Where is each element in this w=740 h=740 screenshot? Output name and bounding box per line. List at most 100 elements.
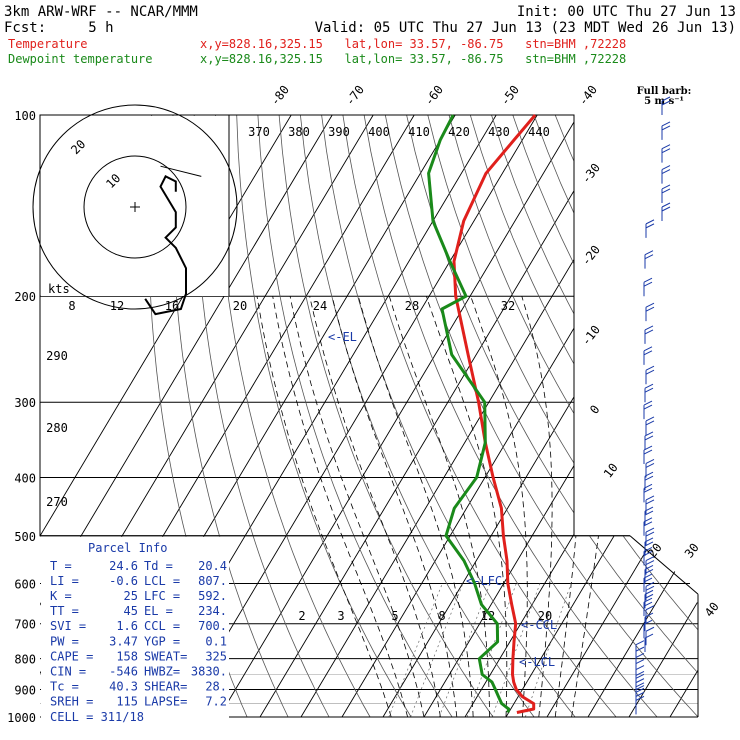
parcel-info-value: 700.: [198, 619, 227, 633]
parcel-info-background: [41, 536, 229, 732]
parcel-info-label: PW =: [50, 634, 79, 648]
wind-barb-flag: [635, 665, 645, 671]
wind-barb: [661, 96, 671, 115]
dewpoint-legend-info: x,y=828.16,325.15 lat,lon= 33.57, -86.75…: [200, 52, 626, 66]
parcel-info-value: 20.4: [198, 559, 227, 573]
parcel-info-value: 3.47: [109, 634, 138, 648]
moist-adiabat-line: [309, 296, 441, 717]
isotherm-tick-label: -10: [579, 323, 603, 349]
parcel-info-value: 158: [116, 649, 138, 663]
parcel-info-value: 325: [205, 649, 227, 663]
wind-barb-flag: [635, 640, 645, 646]
parcel-info-value: 115: [116, 695, 138, 709]
storm-motion-line: [160, 165, 202, 177]
wind-barb-flag: [643, 400, 653, 406]
isotherm-line: [259, 115, 620, 717]
wind-barb-flag: [644, 387, 654, 393]
parcel-info-label: CCL =: [144, 619, 180, 633]
dry-adiabat-line: [618, 115, 698, 717]
isotherm-line: [587, 115, 698, 717]
wind-barb-flag: [644, 475, 654, 481]
dry-adiabat-label: 370: [248, 125, 270, 139]
dewpoint-legend-label: Dewpoint temperature: [8, 52, 153, 66]
wind-barb-flag: [635, 691, 645, 697]
parcel-info-value: -546: [109, 664, 138, 678]
wind-barb: [643, 400, 653, 420]
parcel-info-label: CELL = 311/18: [50, 710, 144, 724]
wind-barb-flag: [635, 659, 645, 665]
isotherm-tick-label: -50: [498, 83, 522, 109]
moist-adiabat-line: [554, 296, 583, 717]
model-title: 3km ARW-WRF -- NCAR/MMM: [4, 4, 198, 20]
parcel-info-label: CIN =: [50, 664, 86, 678]
lfc-marker: <-LFC: [466, 574, 502, 588]
wind-barb-flag: [644, 435, 654, 441]
wind-barb-flag: [661, 169, 671, 175]
moist-adiabat-line: [426, 296, 508, 717]
isotherm-tick-label: -20: [579, 243, 603, 269]
parcel-info-label: T =: [50, 559, 72, 573]
pressure-tick-label: 500: [14, 530, 36, 544]
parcel-info-label: LFC =: [144, 589, 180, 603]
isotherm-line: [628, 115, 698, 717]
wind-barb-flag: [644, 431, 654, 437]
parcel-info-value: -0.6: [109, 574, 138, 588]
dry-adiabat-line: [384, 115, 698, 717]
isotherm-tick-label: 20: [645, 541, 665, 561]
dry-adiabat-line: [406, 115, 698, 717]
parcel-info-label: SWEAT=: [144, 649, 187, 663]
parcel-info-value: 24.6: [109, 559, 138, 573]
isotherm-line: [546, 115, 698, 717]
mixing-ratio-label: 5: [391, 609, 398, 623]
parcel-info-value: 592.: [198, 589, 227, 603]
isotherm-line: [382, 115, 698, 717]
dry-adiabat-label: 380: [288, 125, 310, 139]
wind-barb: [645, 302, 655, 322]
wind-barb-flag: [661, 206, 671, 212]
pressure-tick-label: 900: [14, 683, 36, 697]
moist-adiabat-line: [256, 296, 392, 717]
dewpoint-line: [427, 114, 511, 713]
wind-barb: [643, 277, 653, 297]
wind-barb-flag: [635, 687, 645, 693]
wind-barb-flag: [643, 277, 653, 283]
parcel-info-label: YGP =: [144, 634, 180, 648]
mixing-ratio-line: [388, 583, 443, 717]
mixing-ratio-label: 20: [538, 609, 552, 623]
dry-adiabat-label: 390: [328, 125, 350, 139]
wind-barb-flag: [645, 223, 655, 229]
wind-barb-flag: [643, 281, 653, 287]
wind-barb-flag: [645, 306, 655, 312]
moist-adiabat-label: 12: [110, 299, 124, 313]
wind-barb: [645, 626, 655, 646]
dry-adiabat-label: 400: [368, 125, 390, 139]
mixing-ratio-label: 3: [337, 609, 344, 623]
wind-barb: [645, 556, 655, 575]
pressure-tick-label: 300: [14, 396, 36, 410]
wind-barb: [661, 202, 671, 222]
wind-barb-flag: [645, 531, 655, 537]
wind-barb: [645, 416, 655, 435]
wind-barb-flag: [635, 678, 645, 684]
wind-barb: [661, 121, 671, 140]
wind-barb: [661, 184, 671, 203]
parcel-info-label: K =: [50, 589, 72, 603]
hodograph-ring: [83, 155, 187, 259]
hodograph-units-label: kts: [48, 282, 70, 296]
plot-border: [39, 114, 575, 537]
parcel-info-label: SHEAR=: [144, 680, 187, 694]
moist-adiabat-line: [571, 296, 621, 717]
dry-adiabat-line: [363, 115, 658, 717]
dry-adiabat-line: [661, 115, 698, 717]
wind-barb-flag: [645, 302, 655, 308]
wind-barb-flag: [644, 383, 654, 389]
parcel-info-label: LI =: [50, 574, 79, 588]
isotherm-tick-label: -80: [268, 83, 292, 109]
parcel-info-value: 28.: [205, 680, 227, 694]
moist-adiabat-label: 8: [68, 299, 75, 313]
moist-adiabat-line: [357, 296, 474, 717]
parcel-info-value: 234.: [198, 604, 227, 618]
wind-barb: [645, 605, 655, 624]
parcel-info-label: Td =: [144, 559, 173, 573]
